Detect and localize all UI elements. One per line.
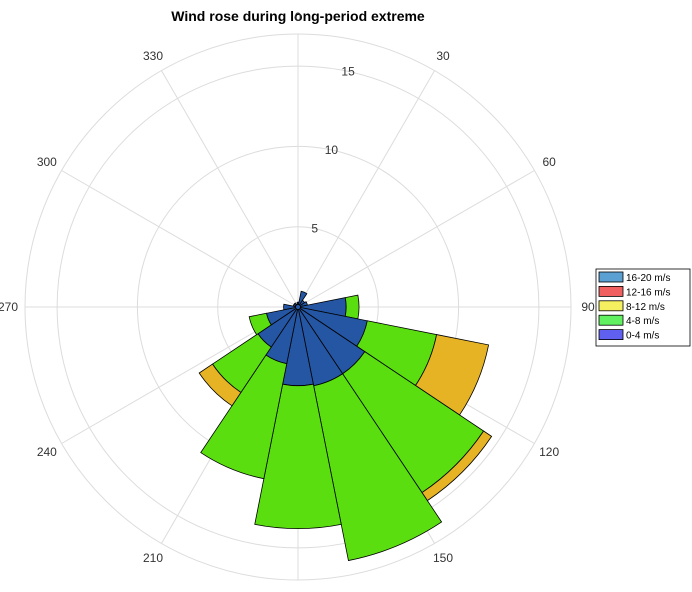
legend-label: 8-12 m/s xyxy=(626,302,665,313)
wind-rose-wedges xyxy=(198,290,493,562)
legend-swatch xyxy=(598,314,624,326)
legend-swatch xyxy=(598,300,624,312)
grid-spoke xyxy=(297,170,535,308)
legend-swatch xyxy=(598,271,624,283)
angle-tick-label: 30 xyxy=(436,49,450,63)
legend: 16-20 m/s 12-16 m/s 8-12 m/s 4-8 m/s 0-4 m/s xyxy=(595,268,691,347)
grid-spoke xyxy=(61,170,299,308)
axis-labels: 0 30 60 90 120 150 180 210 240 270 300 330 5 10 15 xyxy=(0,10,595,592)
radial-tick-label: 5 xyxy=(311,221,318,235)
angle-tick-label: 300 xyxy=(37,155,57,169)
legend-swatch xyxy=(598,329,624,341)
wedge-8-12-m-s-dir-225 xyxy=(198,363,242,407)
angle-tick-label: 330 xyxy=(143,49,163,63)
wedge-4-8-m-s-dir-90 xyxy=(344,294,360,320)
angle-tick-label: 90 xyxy=(581,300,595,314)
legend-label: 16-20 m/s xyxy=(626,273,670,284)
grid-spoke xyxy=(297,70,435,308)
legend-label: 0-4 m/s xyxy=(626,331,659,342)
angle-tick-label: 180 xyxy=(288,590,308,592)
chart-title: Wind rose during long-period extreme xyxy=(171,8,425,24)
angle-tick-label: 0 xyxy=(295,10,302,24)
wedge-4-8-m-s-dir-180 xyxy=(254,383,342,530)
angle-tick-label: 270 xyxy=(0,300,18,314)
wedge-4-8-m-s-dir-202_5 xyxy=(200,354,288,480)
grid-spoke xyxy=(161,70,299,308)
wedge-4-8-m-s-dir-157_5 xyxy=(313,373,443,562)
legend-label: 4-8 m/s xyxy=(626,316,659,327)
radial-tick-label: 10 xyxy=(325,143,339,157)
angle-tick-label: 240 xyxy=(37,445,57,459)
angle-tick-label: 210 xyxy=(143,551,163,565)
angle-tick-label: 60 xyxy=(542,155,556,169)
legend-swatch xyxy=(598,285,624,297)
center-marker xyxy=(295,304,301,310)
angle-tick-label: 120 xyxy=(539,445,559,459)
wedge-0-4-m-s-dir-270 xyxy=(283,303,299,311)
legend-label: 12-16 m/s xyxy=(626,287,670,298)
wedge-4-8-m-s-dir-247_5 xyxy=(248,312,272,336)
radial-tick-label: 15 xyxy=(341,64,355,78)
angle-tick-label: 150 xyxy=(433,551,453,565)
